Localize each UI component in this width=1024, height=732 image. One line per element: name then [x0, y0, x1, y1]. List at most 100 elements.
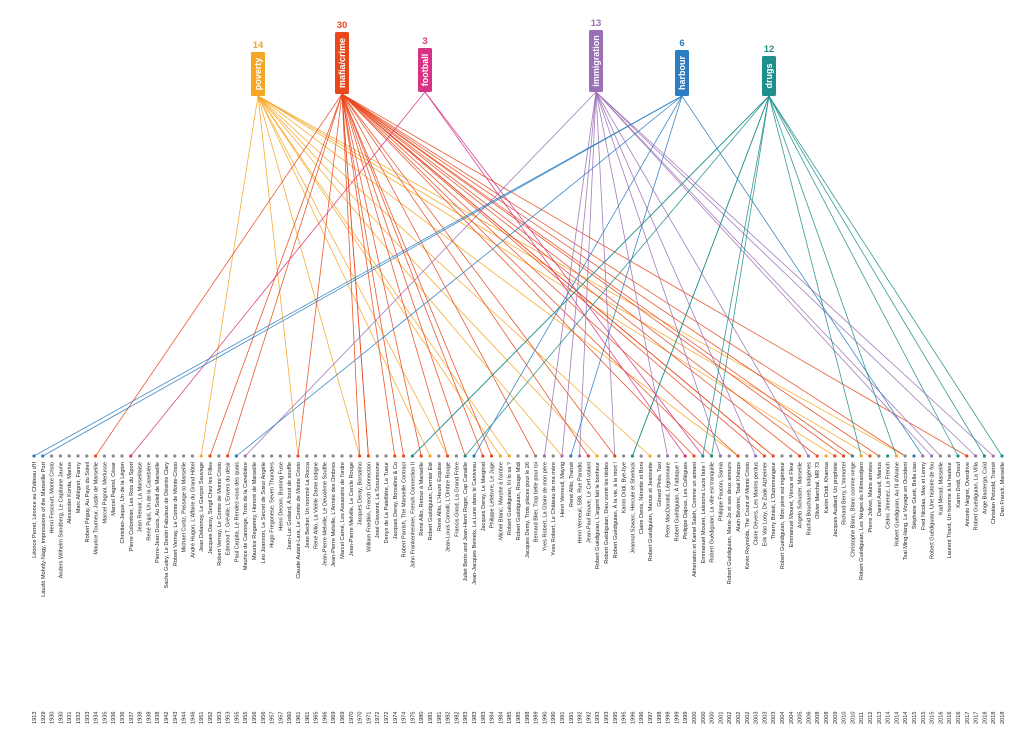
film-dot-48[interactable]: [454, 454, 458, 458]
film-dot-27[interactable]: [270, 454, 274, 458]
film-dot-85[interactable]: [780, 454, 784, 458]
film-dot-97[interactable]: [886, 454, 890, 458]
film-dot-99[interactable]: [903, 454, 907, 458]
film-dot-84[interactable]: [771, 454, 775, 458]
film-dot-49[interactable]: [463, 454, 467, 458]
film-dot-51[interactable]: [481, 454, 485, 458]
film-dot-18[interactable]: [190, 454, 194, 458]
film-dot-105[interactable]: [956, 454, 960, 458]
film-dot-11[interactable]: [129, 454, 133, 458]
film-dot-78[interactable]: [718, 454, 723, 458]
film-dot-87[interactable]: [798, 454, 802, 458]
film-dot-96[interactable]: [877, 454, 881, 458]
film-dot-88[interactable]: [806, 454, 811, 458]
film-dot-58[interactable]: [542, 454, 547, 458]
film-dot-50[interactable]: [472, 454, 476, 458]
film-dot-29[interactable]: [287, 454, 291, 458]
film-dot-54[interactable]: [507, 454, 511, 458]
film-dot-13[interactable]: [146, 454, 150, 458]
film-dot-19[interactable]: [199, 454, 203, 458]
film-dot-62[interactable]: [578, 454, 582, 458]
film-dot-38[interactable]: [366, 454, 370, 458]
film-dot-8[interactable]: [102, 454, 106, 458]
film-dot-53[interactable]: [498, 454, 502, 458]
film-dot-33[interactable]: [322, 454, 326, 458]
film-dot-101[interactable]: [921, 454, 925, 458]
film-dot-75[interactable]: [692, 454, 696, 458]
film-dot-74[interactable]: [683, 454, 687, 458]
film-dot-76[interactable]: [701, 454, 705, 458]
tag-box-mafia[interactable]: [335, 32, 349, 94]
film-dot-65[interactable]: [604, 454, 608, 458]
film-dot-5[interactable]: [76, 454, 80, 458]
film-dot-109[interactable]: [991, 454, 995, 458]
film-dot-103[interactable]: [938, 454, 943, 458]
film-dot-86[interactable]: [789, 454, 793, 458]
film-dot-16[interactable]: [173, 454, 177, 458]
film-dot-81[interactable]: [745, 454, 749, 458]
film-dot-22[interactable]: [226, 454, 230, 458]
film-dot-6[interactable]: [85, 454, 89, 458]
film-dot-70[interactable]: [648, 454, 652, 458]
film-dot-35[interactable]: [340, 454, 344, 458]
film-dot-95[interactable]: [868, 454, 872, 458]
film-dot-63[interactable]: [586, 454, 591, 458]
film-dot-94[interactable]: [859, 454, 863, 458]
film-dot-104[interactable]: [947, 454, 951, 458]
tag-box-football[interactable]: [418, 48, 432, 92]
film-dot-12[interactable]: [138, 454, 142, 458]
film-dot-10[interactable]: [120, 454, 124, 458]
tag-node-immigration[interactable]: immigration 13: [589, 18, 603, 92]
film-dot-25[interactable]: [252, 454, 256, 458]
film-dot-9[interactable]: [111, 454, 115, 458]
film-dot-60[interactable]: [560, 454, 564, 458]
film-dot-102[interactable]: [930, 454, 934, 458]
film-dot-77[interactable]: [710, 454, 714, 458]
film-dot-57[interactable]: [534, 454, 538, 458]
film-dot-106[interactable]: [965, 454, 969, 458]
tag-node-poverty[interactable]: poverty 14: [251, 40, 265, 96]
film-dot-72[interactable]: [666, 454, 670, 458]
tag-box-poverty[interactable]: [251, 52, 265, 96]
film-dot-24[interactable]: [243, 454, 247, 458]
film-dot-28[interactable]: [278, 454, 282, 458]
film-dot-108[interactable]: [982, 454, 987, 458]
film-dot-73[interactable]: [674, 454, 679, 458]
film-dot-32[interactable]: [314, 454, 318, 458]
film-dot-23[interactable]: [234, 454, 238, 458]
film-dot-39[interactable]: [375, 454, 379, 458]
film-dot-107[interactable]: [974, 454, 978, 458]
tag-node-football[interactable]: football 3: [418, 36, 432, 92]
tag-box-harbour[interactable]: [675, 50, 689, 96]
film-dot-43[interactable]: [410, 454, 414, 458]
film-dot-4[interactable]: [67, 454, 71, 458]
film-dot-37[interactable]: [358, 454, 362, 458]
film-dot-67[interactable]: [622, 454, 626, 458]
film-dot-30[interactable]: [296, 454, 300, 458]
film-dot-44[interactable]: [419, 454, 423, 458]
film-dot-89[interactable]: [815, 454, 819, 458]
film-dot-41[interactable]: [393, 454, 397, 458]
tag-node-mafia[interactable]: mafia/crime 30: [335, 20, 349, 94]
film-dot-2[interactable]: [50, 454, 54, 458]
film-dot-7[interactable]: [94, 454, 98, 458]
film-dot-42[interactable]: [402, 454, 406, 458]
film-dot-3[interactable]: [58, 454, 63, 458]
film-dot-45[interactable]: [428, 454, 432, 458]
film-dot-92[interactable]: [842, 454, 846, 458]
film-dot-21[interactable]: [217, 454, 221, 458]
film-dot-52[interactable]: [490, 454, 494, 458]
film-dot-71[interactable]: [657, 454, 661, 458]
film-dot-15[interactable]: [164, 454, 168, 458]
film-dot-26[interactable]: [261, 454, 265, 458]
film-dot-46[interactable]: [437, 454, 441, 458]
film-dot-93[interactable]: [850, 454, 855, 458]
film-dot-34[interactable]: [331, 454, 335, 458]
tag-node-harbour[interactable]: harbour 6: [675, 38, 689, 96]
film-dot-110[interactable]: [1000, 454, 1004, 458]
film-dot-64[interactable]: [595, 454, 599, 458]
film-dot-61[interactable]: [569, 454, 573, 458]
film-dot-83[interactable]: [762, 454, 767, 458]
film-dot-80[interactable]: [736, 454, 740, 458]
tag-box-immigration[interactable]: [589, 30, 603, 92]
